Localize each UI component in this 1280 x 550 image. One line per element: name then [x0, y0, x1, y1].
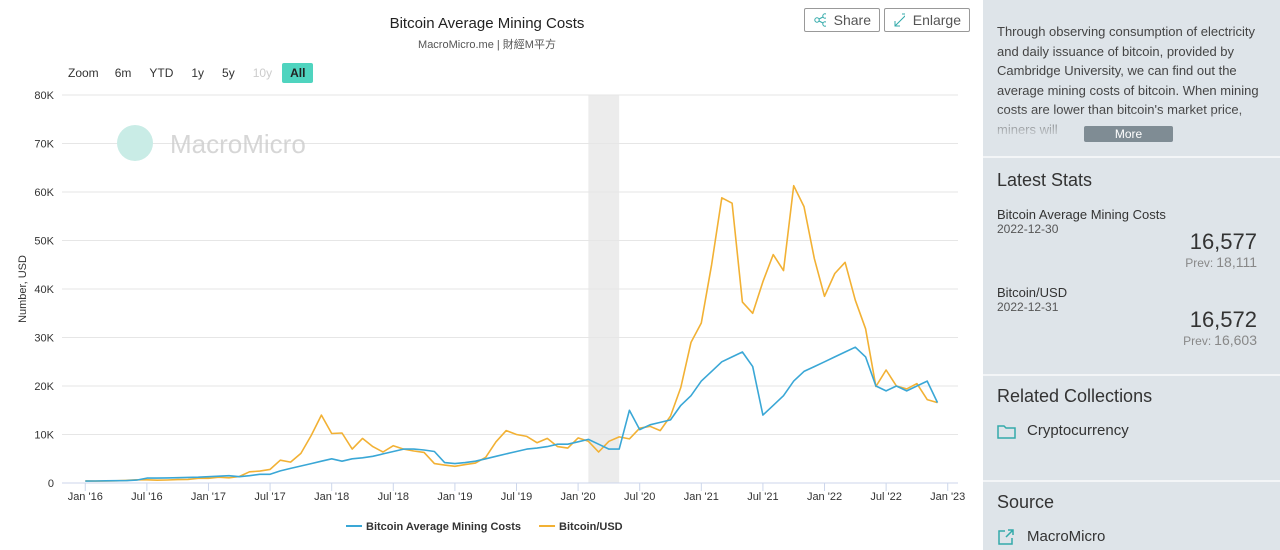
y-tick-label: 60K [34, 187, 54, 199]
x-tick-label: Jan '18 [314, 491, 349, 503]
related-title: Related Collections [997, 386, 1153, 406]
enlarge-label: Enlarge [912, 12, 961, 28]
share-icon [814, 13, 826, 27]
stat-date: 2022-12-31 [997, 300, 1059, 314]
chart: Bitcoin Average Mining Costs MacroMicro.… [17, 15, 965, 533]
x-tick-label: Jan '22 [807, 491, 842, 503]
x-tick-label: Jan '23 [930, 491, 965, 503]
x-tick-label: Jul '20 [624, 491, 655, 503]
source-link[interactable]: MacroMicro [997, 528, 1105, 545]
stat-prev-label: Prev: [1183, 334, 1212, 348]
share-label: Share [833, 12, 871, 28]
stat-prev-value: 18,111 [1216, 254, 1257, 270]
sidebar: Through observing consumption of electri… [983, 0, 1280, 550]
zoom-bar: Zoom 6m YTD 1y 5y 10y All [68, 63, 315, 83]
more-button[interactable]: More [1084, 126, 1173, 142]
stat-date: 2022-12-30 [997, 222, 1059, 236]
enlarge-icon [894, 13, 905, 27]
related-link[interactable]: Cryptocurrency [997, 422, 1129, 439]
x-tick-label: Jan '21 [684, 491, 719, 503]
x-tick-label: Jan '20 [561, 491, 596, 503]
x-tick-label: Jul '19 [501, 491, 532, 503]
x-tick-label: Jul '21 [747, 491, 778, 503]
zoom-label: Zoom [68, 66, 99, 80]
watermark: MacroMicro [170, 129, 306, 159]
latest-title: Latest Stats [997, 170, 1093, 190]
stat: Bitcoin Average Mining Costs 2022-12-30 16… [997, 207, 1257, 283]
y-tick-label: 80K [34, 90, 54, 102]
series-line [85, 346, 939, 482]
stat-prev: Prev: 16,603 [1183, 332, 1257, 348]
y-axis-label: Number, USD [17, 255, 29, 323]
stat-name: Bitcoin Average Mining Costs [997, 207, 1166, 222]
x-tick-label: Jan '17 [191, 491, 226, 503]
zoom-button[interactable]: All [282, 63, 314, 83]
stat-prev-value: 16,603 [1214, 332, 1257, 348]
x-tick-label: Jan '16 [68, 491, 103, 503]
series-line [85, 184, 938, 482]
x-tick-label: Jul '18 [378, 491, 409, 503]
stat: Bitcoin/USD 2022-12-31 16,572 Prev: 16,603 [997, 285, 1257, 361]
zoom-button[interactable]: 6m [114, 66, 132, 80]
folder-icon [997, 424, 1016, 439]
legend-label: Bitcoin Average Mining Costs [366, 521, 521, 533]
separator [983, 480, 1280, 482]
zoom-button: 10y [252, 66, 273, 80]
source-name: MacroMicro [1027, 528, 1106, 545]
zoom-button[interactable]: 5y [222, 66, 235, 80]
x-tick-label: Jul '17 [254, 491, 285, 503]
y-tick-label: 10K [34, 430, 54, 442]
y-tick-label: 0 [48, 478, 54, 490]
stat-name: Bitcoin/USD [997, 285, 1068, 300]
chart-subtitle: MacroMicro.me | 財經M平方 [418, 37, 556, 51]
zoom-button[interactable]: YTD [149, 66, 174, 80]
y-tick-label: 20K [34, 381, 54, 393]
y-tick-label: 70K [34, 139, 54, 151]
y-tick-label: 30K [34, 333, 54, 345]
enlarge-button[interactable]: Enlarge [884, 8, 970, 32]
legend-label: Bitcoin/USD [559, 521, 623, 533]
y-tick-label: 50K [34, 236, 54, 248]
x-tick-label: Jul '22 [870, 491, 901, 503]
zoom-button[interactable]: 1y [191, 66, 205, 80]
y-tick-label: 40K [34, 284, 54, 296]
stat-prev-label: Prev: [1185, 256, 1214, 270]
stat-value: 16,577 [1189, 229, 1257, 254]
x-tick-label: Jul '16 [131, 491, 162, 503]
link-icon [998, 528, 1014, 545]
chart-title: Bitcoin Average Mining Costs [390, 15, 585, 32]
separator [983, 374, 1280, 376]
x-tick-label: Jan '19 [437, 491, 472, 503]
share-button[interactable]: Share [804, 8, 880, 32]
related-name: Cryptocurrency [1027, 422, 1129, 439]
separator [983, 156, 1280, 158]
stat-prev: Prev: 18,111 [1185, 254, 1257, 270]
watermark-logo [117, 125, 153, 161]
stat-value: 16,572 [1189, 307, 1257, 332]
source-title: Source [997, 492, 1055, 512]
plot: 0 10K 20K 30K 40K 50K 60K 70K 80K MacroMicro Jan '… [34, 90, 965, 533]
